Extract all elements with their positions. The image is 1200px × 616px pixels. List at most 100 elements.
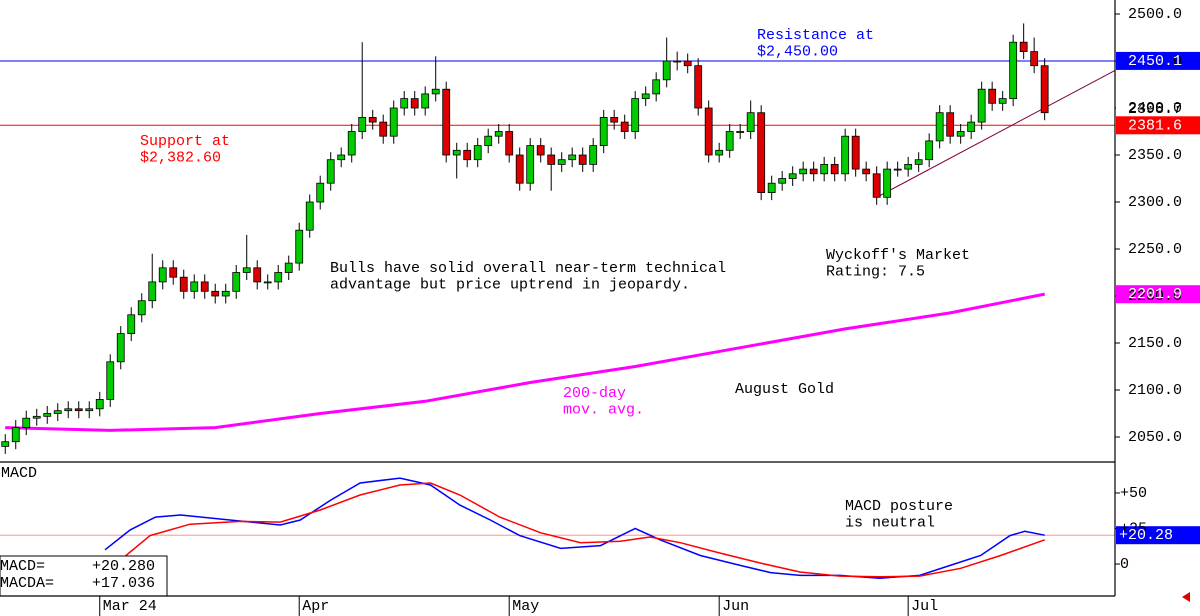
mark-layer bbox=[0, 23, 1200, 597]
candle-body bbox=[1019, 41, 1028, 53]
candle-body bbox=[442, 88, 451, 156]
candle-body bbox=[998, 98, 1007, 104]
candle-body bbox=[893, 168, 902, 171]
candle-body bbox=[200, 281, 209, 292]
annotation: $2,450.00 bbox=[757, 43, 838, 60]
annotation: Resistance at bbox=[757, 27, 874, 44]
candle-body bbox=[704, 107, 713, 156]
annotation: mov. avg. bbox=[563, 401, 644, 418]
candle-body bbox=[221, 290, 230, 297]
candle-body bbox=[85, 408, 94, 412]
annotation: Rating: 7.5 bbox=[826, 263, 925, 280]
candle-body bbox=[967, 121, 976, 132]
candle-body bbox=[1030, 51, 1039, 67]
candle-body bbox=[715, 149, 724, 156]
candle-body bbox=[463, 149, 472, 161]
annotation: is neutral bbox=[845, 514, 935, 531]
y-tick-label: 2350.0 bbox=[1128, 147, 1182, 164]
candle-body bbox=[358, 117, 367, 132]
price-tag bbox=[1116, 285, 1200, 304]
y-tick-label: 2150.0 bbox=[1128, 335, 1182, 352]
candle-body bbox=[736, 131, 745, 133]
candle-body bbox=[904, 164, 913, 170]
candle-body bbox=[127, 314, 136, 334]
candle-body bbox=[295, 229, 304, 264]
candle-body bbox=[43, 413, 52, 417]
candle-body bbox=[64, 408, 73, 412]
candle-body bbox=[599, 117, 608, 147]
chart-title: August Gold bbox=[735, 381, 834, 398]
price-tag-label: 2381.6 bbox=[1128, 117, 1182, 134]
candle-body bbox=[641, 93, 650, 100]
y-tick-label: +25 bbox=[1120, 520, 1147, 537]
legend-box bbox=[0, 555, 168, 597]
candle-body bbox=[326, 159, 335, 184]
candle-body bbox=[862, 168, 871, 175]
price-tag bbox=[1116, 51, 1200, 70]
annotation: 200-day bbox=[563, 385, 626, 402]
candle-body bbox=[284, 262, 293, 273]
x-tick-label: Jun bbox=[722, 598, 749, 615]
candle-body bbox=[253, 267, 262, 283]
y-tick-label: 2100.0 bbox=[1128, 382, 1182, 399]
x-tick-label: Mar 24 bbox=[103, 598, 157, 615]
candle-body bbox=[379, 121, 388, 137]
y-tick-label: 2200.0 bbox=[1128, 288, 1182, 305]
candle-body bbox=[631, 98, 640, 132]
candle-body bbox=[410, 98, 419, 109]
candle-body bbox=[673, 60, 682, 63]
price-tag-label: 2201.9 bbox=[1128, 286, 1182, 303]
macd-line bbox=[120, 482, 1045, 578]
candle-body bbox=[746, 112, 755, 132]
legend-value: +20.280 bbox=[92, 558, 155, 575]
candle-body bbox=[95, 398, 104, 410]
candle-body bbox=[935, 112, 944, 142]
candle-body bbox=[652, 79, 661, 95]
candle-body bbox=[211, 290, 220, 297]
candle-body bbox=[158, 267, 167, 283]
price-tag bbox=[1116, 116, 1200, 135]
y-tick-label: 2050.0 bbox=[1128, 429, 1182, 446]
candle-body bbox=[116, 333, 125, 363]
legend-value: +17.036 bbox=[92, 575, 155, 592]
candle-body bbox=[1040, 65, 1049, 114]
y-tick-label: 2450.0 bbox=[1128, 53, 1182, 70]
annotation: Support at bbox=[140, 133, 230, 150]
candle-body bbox=[305, 201, 314, 231]
trend-line bbox=[876, 69, 1116, 198]
annotation: Wyckoff's Market bbox=[826, 247, 970, 264]
x-tick-label: May bbox=[512, 598, 539, 615]
candle-body bbox=[725, 131, 734, 151]
candle-body bbox=[620, 121, 629, 132]
candle-body bbox=[431, 88, 440, 95]
candle-body bbox=[757, 112, 766, 194]
candle-body bbox=[190, 281, 199, 292]
candle-body bbox=[589, 145, 598, 165]
candle-body bbox=[610, 117, 619, 123]
candle-body bbox=[169, 267, 178, 278]
candle-body bbox=[988, 88, 997, 104]
macd-tag bbox=[1116, 526, 1200, 545]
candle-body bbox=[820, 164, 829, 175]
candle-body bbox=[851, 135, 860, 170]
candle-body bbox=[106, 361, 115, 400]
candle-body bbox=[484, 135, 493, 147]
text-layer: 2050.0 2100.0 2150.0 2200.0 2250.0 2300.0 2350… bbox=[0, 6, 1182, 615]
candle-body bbox=[946, 112, 955, 137]
candle-body bbox=[830, 164, 839, 175]
y-tick-label: +50 bbox=[1120, 485, 1147, 502]
candle-body bbox=[389, 107, 398, 137]
candle-body bbox=[137, 300, 146, 316]
candle-body bbox=[788, 173, 797, 179]
macd-tag-label: +20.28 bbox=[1119, 527, 1173, 544]
candle-body bbox=[557, 159, 566, 165]
candle-body bbox=[400, 98, 409, 109]
y-tick-label: 0 bbox=[1120, 556, 1129, 573]
legend-label: MACD= bbox=[0, 558, 45, 575]
candle-body bbox=[977, 88, 986, 123]
candle-body bbox=[1, 441, 10, 447]
candle-body bbox=[32, 415, 41, 419]
y-tick-label: 2400.0 bbox=[1128, 100, 1182, 117]
